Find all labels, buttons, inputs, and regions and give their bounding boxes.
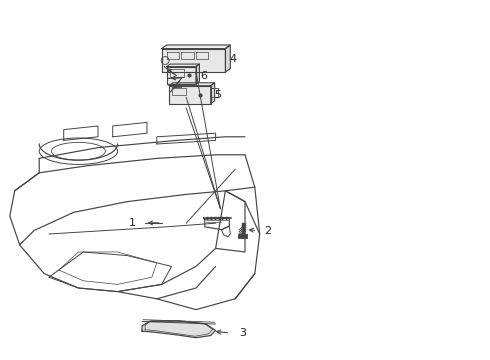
- Polygon shape: [196, 64, 199, 84]
- Text: 4: 4: [229, 54, 237, 64]
- Text: 2: 2: [265, 226, 272, 236]
- Polygon shape: [167, 67, 196, 84]
- Polygon shape: [169, 83, 215, 86]
- Polygon shape: [142, 321, 216, 338]
- Text: 3: 3: [239, 328, 246, 338]
- Text: 6: 6: [200, 71, 207, 81]
- Polygon shape: [162, 45, 230, 49]
- Polygon shape: [211, 83, 215, 104]
- Polygon shape: [225, 45, 230, 72]
- Polygon shape: [162, 49, 225, 72]
- Text: 5: 5: [215, 90, 221, 100]
- Polygon shape: [167, 64, 199, 67]
- Polygon shape: [169, 86, 211, 104]
- Text: 1: 1: [129, 218, 136, 228]
